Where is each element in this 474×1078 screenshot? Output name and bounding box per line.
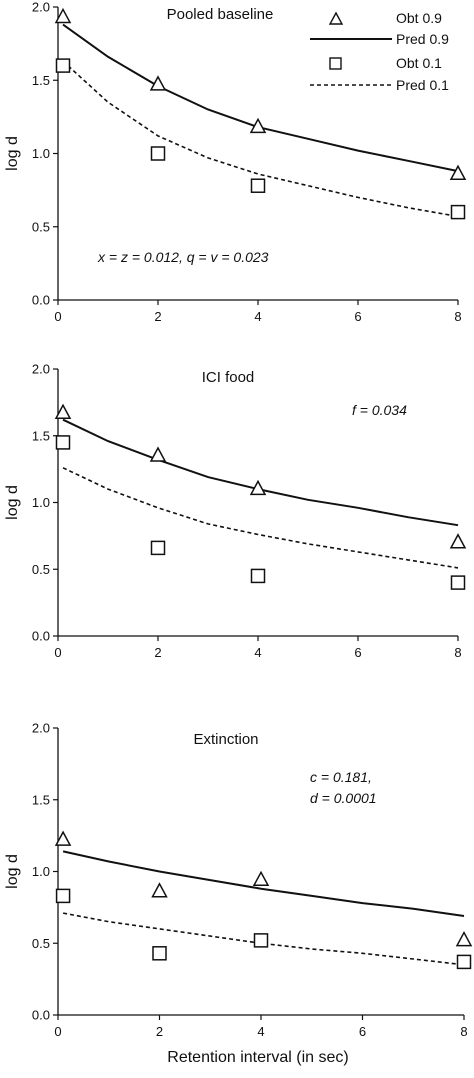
panel-title: Extinction — [193, 731, 258, 748]
y-tick-label: 0.5 — [32, 562, 50, 577]
pred-0-1-line — [62, 912, 465, 966]
panel-title: Pooled baseline — [167, 6, 274, 23]
obt-0-9-point — [54, 403, 72, 420]
y-tick-label: 2.0 — [32, 362, 50, 377]
y-tick-label: 1.0 — [32, 495, 50, 510]
obt-0-1-point — [152, 946, 167, 961]
obt-0-9-point — [249, 479, 267, 496]
obt-0-1-point — [250, 178, 266, 193]
obt-0-9-point — [151, 882, 168, 898]
y-tick-label: 1.5 — [32, 428, 50, 443]
legend-square-icon — [329, 57, 342, 70]
x-axis-label: Retention interval (in sec) — [167, 1049, 348, 1066]
legend-label: Obt 0.1 — [396, 55, 442, 71]
obt-0-1-point — [150, 146, 166, 161]
legend-label: Obt 0.9 — [396, 10, 442, 26]
y-tick-label: 0.0 — [32, 1008, 50, 1023]
x-tick-label: 4 — [254, 645, 261, 660]
obt-0-1-point — [55, 888, 71, 904]
y-tick-label: 0.5 — [32, 219, 50, 234]
y-axis-label: log d — [4, 485, 21, 520]
x-tick-label: 6 — [354, 309, 361, 324]
x-tick-label: 2 — [154, 645, 161, 660]
obt-0-1-point — [450, 575, 466, 590]
obt-0-9-point — [54, 7, 72, 24]
x-tick-label: 8 — [460, 1024, 467, 1039]
x-tick-label: 8 — [454, 309, 461, 324]
pred-0-9-line — [62, 418, 459, 527]
y-tick-label: 0.5 — [32, 936, 50, 951]
obt-0-9-point — [149, 446, 167, 462]
obt-0-9-point — [252, 870, 270, 887]
obt-0-9-point — [449, 164, 467, 180]
x-tick-label: 6 — [359, 1024, 366, 1039]
x-tick-label: 6 — [354, 645, 361, 660]
obt-0-1-point — [253, 933, 269, 948]
pred-0-9-line — [62, 850, 465, 917]
obt-0-1-point — [450, 204, 466, 220]
panel-pooled-baseline: 0.0 0.5 1.0 1.5 2.0 0 2 4 6 8 log d Pooled baseline… — [4, 0, 467, 324]
obt-0-9-point — [54, 830, 72, 846]
legend: Obt 0.9 Pred 0.9 Obt 0.1 Pred 0.1 — [310, 10, 449, 93]
x-tick-label: 4 — [257, 1024, 264, 1039]
obt-0-9-point — [449, 533, 467, 549]
y-tick-label: 0.0 — [32, 293, 50, 308]
obt-0-1-point — [55, 435, 71, 450]
obt-0-9-point — [249, 117, 267, 134]
pred-0-1-line — [62, 467, 459, 569]
legend-label: Pred 0.1 — [396, 77, 449, 93]
panel-ici-food: 0.0 0.5 1.0 1.5 2.0 0 2 4 6 8 log d ICI food f = 0.0… — [4, 362, 467, 660]
panel-title: ICI food — [202, 369, 255, 386]
y-tick-label: 1.5 — [32, 73, 50, 88]
x-tick-label: 4 — [254, 309, 261, 324]
y-tick-label: 2.0 — [32, 721, 50, 736]
x-tick-label: 0 — [54, 309, 61, 324]
y-tick-label: 1.0 — [32, 864, 50, 879]
y-tick-label: 1.5 — [32, 792, 50, 807]
x-tick-label: 2 — [154, 309, 161, 324]
obt-0-1-point — [55, 58, 71, 73]
panel-annotation: d = 0.0001 — [310, 790, 377, 806]
x-tick-label: 8 — [454, 645, 461, 660]
y-axis-label: log d — [4, 136, 21, 171]
panel-annotation: f = 0.034 — [352, 402, 407, 418]
y-tick-label: 2.0 — [32, 0, 50, 15]
obt-0-9-point — [149, 75, 167, 91]
y-axis-label: log d — [4, 854, 21, 889]
x-tick-label: 0 — [54, 1024, 61, 1039]
y-tick-label: 0.0 — [32, 629, 50, 644]
legend-label: Pred 0.9 — [396, 31, 449, 47]
x-tick-label: 2 — [156, 1024, 163, 1039]
y-tick-label: 1.0 — [32, 146, 50, 161]
panel-extinction: 0.0 0.5 1.0 1.5 2.0 0 2 4 6 8 log d Extinction c = 0… — [4, 721, 473, 1039]
obt-0-1-point — [150, 540, 166, 556]
panel-annotation: c = 0.181, — [310, 769, 372, 785]
obt-0-1-point — [250, 568, 266, 584]
x-tick-label: 0 — [54, 645, 61, 660]
obt-0-9-point — [455, 930, 473, 947]
panel-annotation: x = z = 0.012, q = v = 0.023 — [97, 249, 269, 265]
pred-0-1-line — [62, 60, 459, 218]
obt-0-1-point — [456, 954, 472, 970]
legend-triangle-icon — [328, 11, 344, 25]
